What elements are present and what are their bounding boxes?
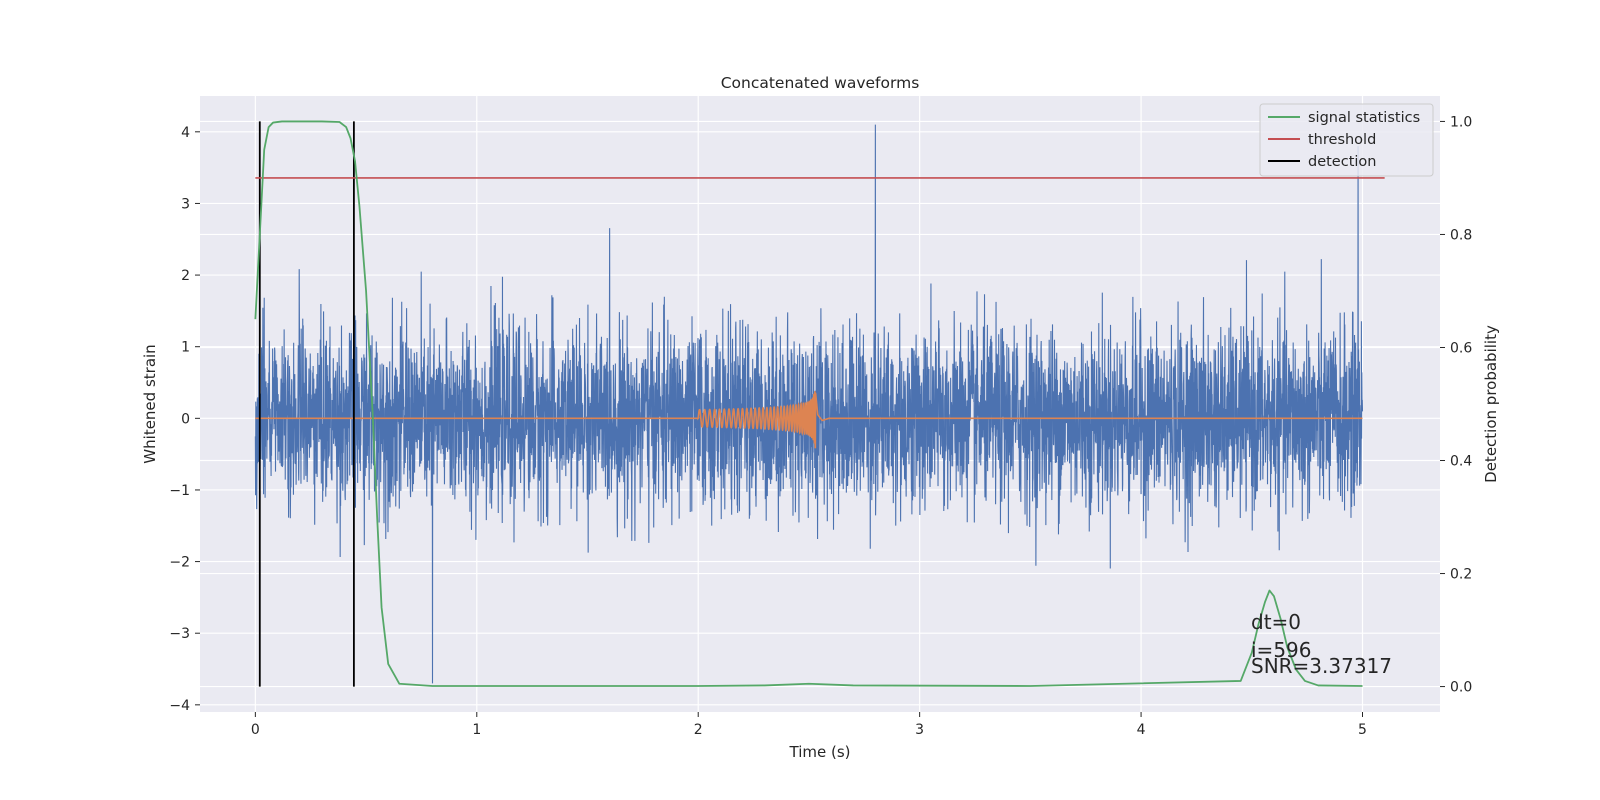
y-left-tick-label: −4	[169, 698, 190, 714]
x-axis-ticks: 0 1 2 3 4 5	[251, 712, 1367, 738]
y-left-tick-label: −2	[169, 555, 190, 571]
x-tick-label: 0	[251, 722, 260, 738]
signal-statistics-series	[254, 120, 1363, 687]
y-right-tick-label: 0.8	[1450, 227, 1472, 243]
legend-label-threshold: threshold	[1308, 132, 1376, 148]
y-axis-left-label: Whitened strain	[141, 344, 159, 463]
legend: signal statistics threshold detection	[1259, 103, 1434, 177]
x-tick-label: 2	[694, 722, 703, 738]
annotation-snr: SNR=3.37317	[1251, 654, 1392, 678]
y-left-tick-label: −1	[169, 483, 190, 499]
annotations: dt=0 i=596 SNR=3.37317	[1251, 610, 1392, 678]
y-right-tick-label: 0.6	[1450, 340, 1472, 356]
x-tick-label: 4	[1137, 722, 1146, 738]
y-left-tick-label: 1	[181, 340, 190, 356]
chart-title: Concatenated waveforms	[721, 74, 920, 92]
y-axis-right-label: Detection probability	[1482, 325, 1500, 483]
template-line	[255, 391, 1363, 449]
legend-box	[1259, 103, 1434, 177]
legend-label-signal-statistics: signal statistics	[1308, 110, 1420, 126]
y-right-tick-label: 0.2	[1450, 567, 1472, 583]
y-left-tick-label: −3	[169, 626, 190, 642]
y-right-tick-label: 1.0	[1450, 114, 1472, 130]
x-tick-label: 3	[915, 722, 924, 738]
x-tick-label: 5	[1358, 722, 1367, 738]
x-tick-label: 1	[472, 722, 481, 738]
template-series	[255, 391, 1363, 449]
y-axis-left-ticks: 4 3 2 1 0 −1 −2 −3 −4	[169, 125, 200, 714]
y-left-tick-label: 3	[181, 196, 190, 212]
y-right-tick-label: 0.0	[1450, 680, 1472, 696]
x-axis-label: Time (s)	[789, 743, 851, 761]
legend-label-detection: detection	[1308, 154, 1376, 170]
y-left-tick-label: 2	[181, 268, 190, 284]
signal-statistics-line	[254, 120, 1363, 687]
detection-lines	[258, 121, 355, 687]
y-left-tick-label: 0	[181, 411, 190, 427]
annotation-dt: dt=0	[1251, 610, 1301, 634]
annotation-i: i=596	[1251, 638, 1312, 662]
y-right-tick-label: 0.4	[1450, 454, 1472, 470]
y-left-tick-label: 4	[181, 125, 190, 141]
y-axis-right-ticks: 1.0 0.8 0.6 0.4 0.2 0.0	[1440, 114, 1472, 696]
